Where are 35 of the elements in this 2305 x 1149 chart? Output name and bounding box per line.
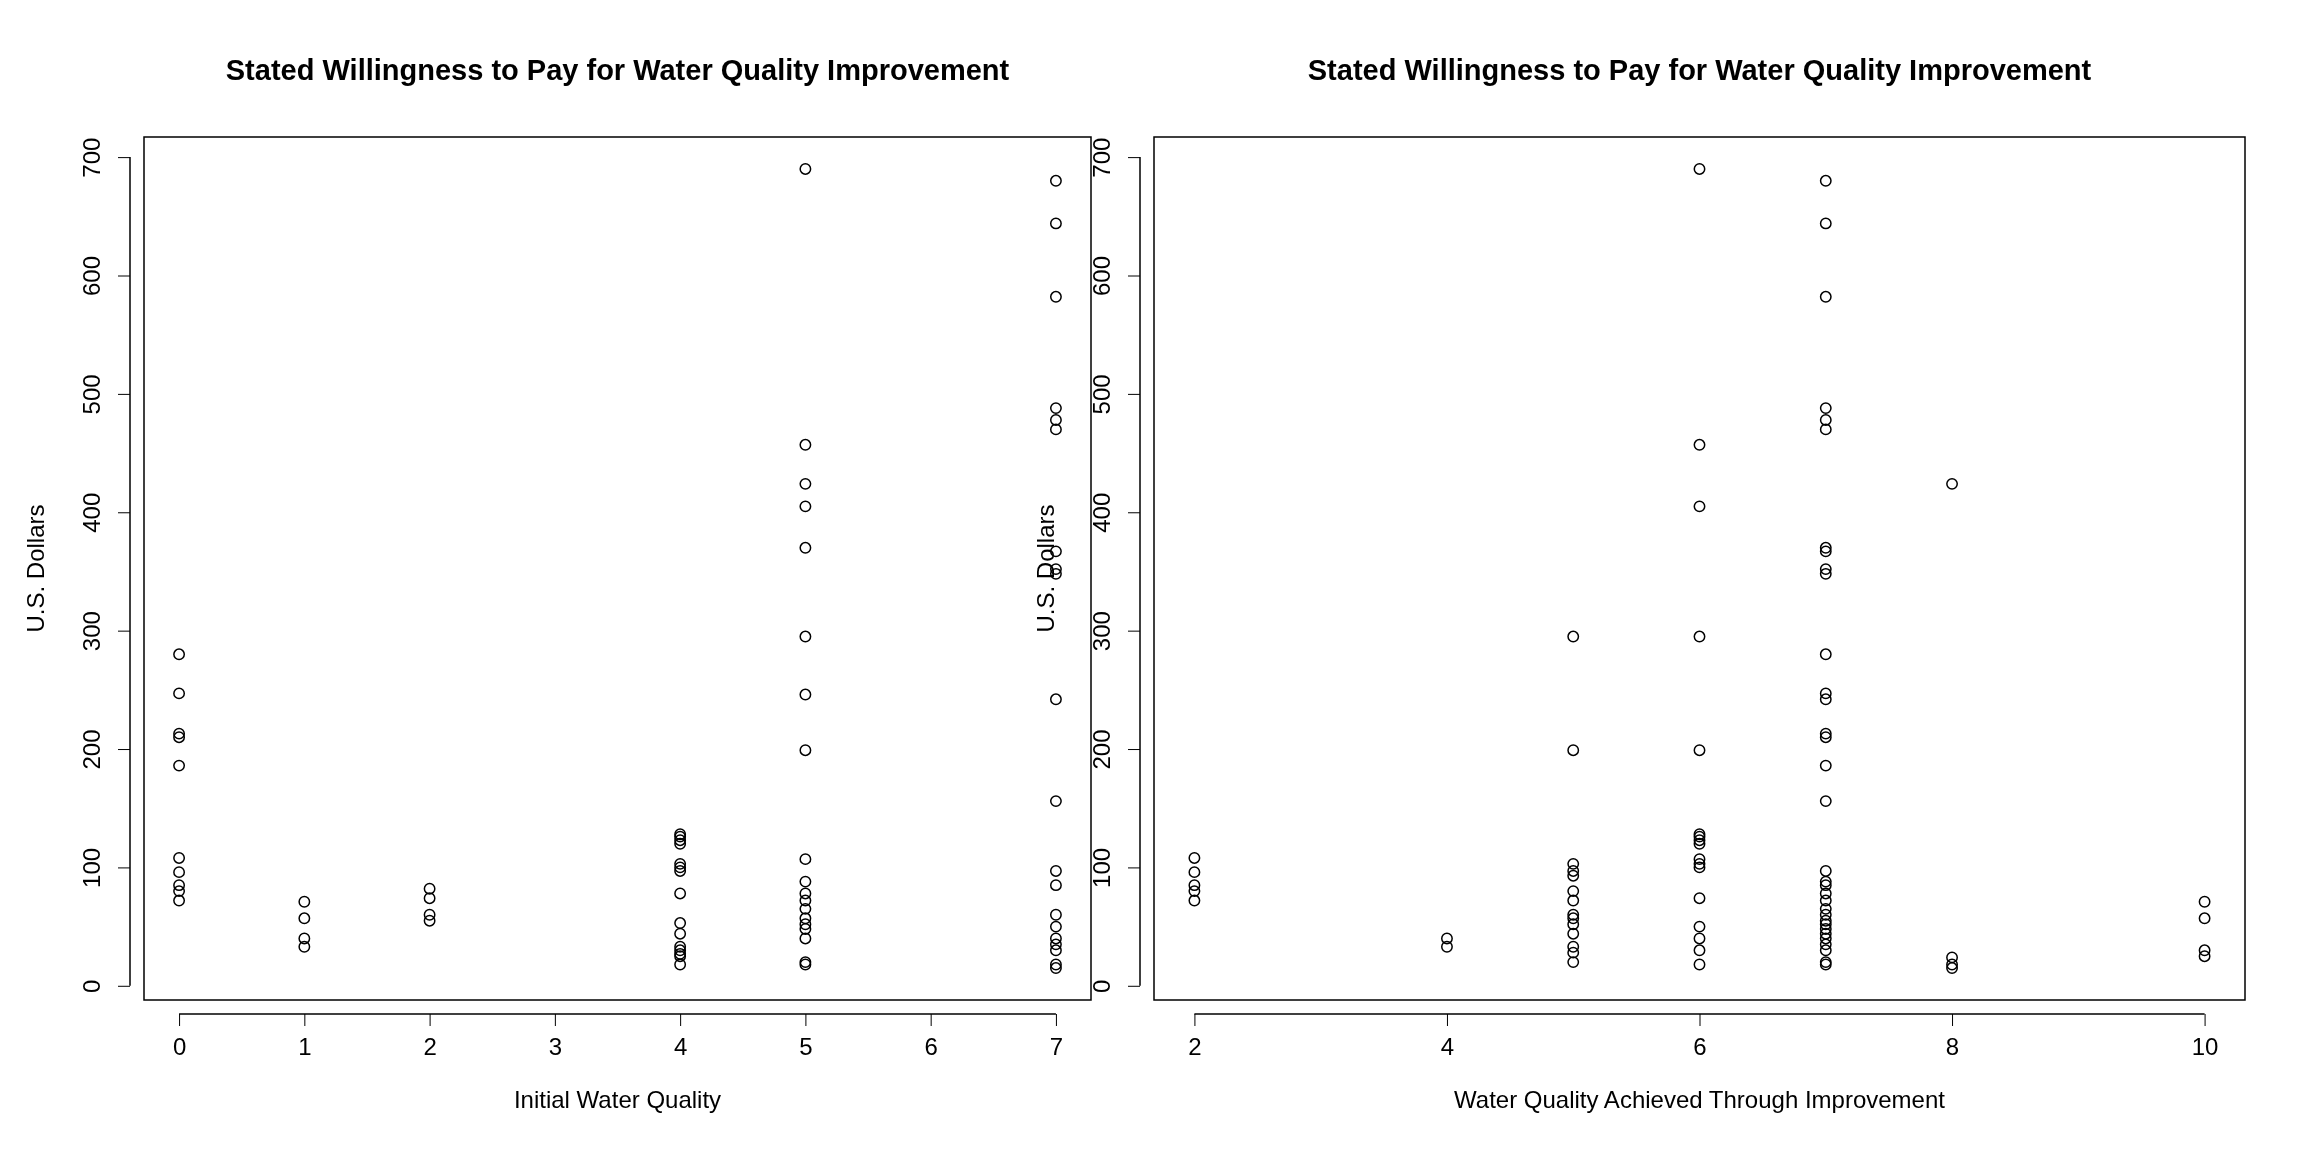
y-tick-label: 600 — [1088, 255, 1115, 297]
x-tick-label: 6 — [1693, 1033, 1707, 1061]
x-axis-title: Initial Water Quality — [513, 1086, 722, 1113]
x-tick-label: 0 — [172, 1033, 187, 1061]
x-tick-label: 3 — [548, 1033, 563, 1061]
x-tick-label: 6 — [924, 1033, 938, 1061]
y-tick-label: 400 — [1088, 492, 1115, 533]
y-tick-label: 200 — [1088, 729, 1115, 770]
y-tick-label: 700 — [78, 137, 105, 178]
y-tick-label: 300 — [1088, 611, 1115, 652]
y-tick-label: 300 — [78, 611, 105, 652]
y-axis-title: U.S. Dollars — [22, 504, 49, 633]
x-tick-label: 2 — [423, 1033, 437, 1061]
y-tick-label: 100 — [78, 847, 105, 888]
y-tick-label: 700 — [1088, 137, 1115, 178]
y-tick-label: 600 — [78, 255, 105, 297]
x-axis-title: Water Quality Achieved Through Improvement — [1454, 1086, 1946, 1113]
chart-title: Stated Willingness to Pay for Water Quality Improvement — [225, 54, 1010, 86]
y-tick-label: 0 — [1088, 979, 1115, 993]
x-tick-label: 5 — [799, 1033, 813, 1061]
x-tick-label: 4 — [1440, 1033, 1455, 1061]
y-axis-title: U.S. Dollars — [1032, 504, 1059, 633]
x-tick-label: 1 — [298, 1033, 312, 1061]
y-tick-label: 500 — [1088, 374, 1115, 415]
y-tick-label: 400 — [78, 492, 105, 533]
x-tick-label: 4 — [673, 1033, 688, 1061]
x-tick-label: 7 — [1049, 1033, 1064, 1061]
chart-title: Stated Willingness to Pay for Water Quality Improvement — [1307, 54, 2092, 86]
x-tick-label: 8 — [1945, 1033, 1960, 1061]
y-tick-label: 500 — [78, 374, 105, 415]
x-tick-label: 2 — [1188, 1033, 1202, 1061]
x-tick-label: 10 — [2191, 1033, 2219, 1061]
y-tick-label: 100 — [1088, 847, 1115, 888]
y-tick-label: 200 — [78, 729, 105, 770]
y-tick-label: 0 — [78, 979, 105, 993]
